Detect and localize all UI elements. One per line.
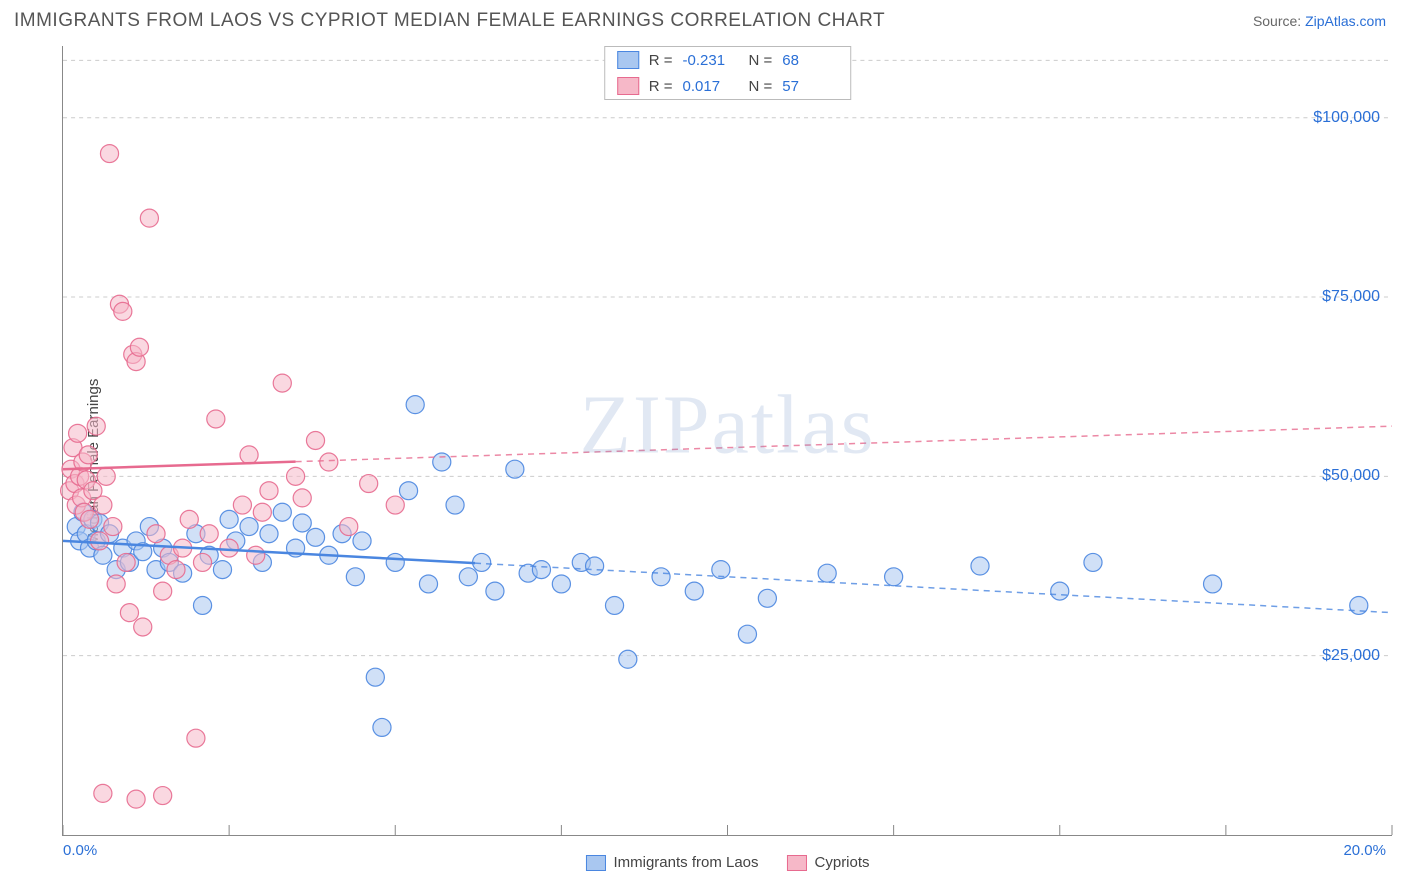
plot-svg	[63, 46, 1392, 835]
x-tick-label: 0.0%	[63, 842, 97, 859]
n-label: N =	[749, 52, 773, 69]
r-value: 0.017	[683, 78, 739, 95]
series-legend: Immigrants from Laos Cypriots	[585, 854, 869, 871]
series-label: Cypriots	[815, 854, 870, 871]
series-label: Immigrants from Laos	[613, 854, 758, 871]
y-tick-label: $75,000	[1322, 288, 1380, 306]
n-label: N =	[749, 78, 773, 95]
y-tick-label: $25,000	[1322, 647, 1380, 665]
source-prefix: Source:	[1253, 13, 1305, 29]
n-value: 68	[782, 52, 838, 69]
legend-swatch-laos	[585, 855, 605, 871]
r-value: -0.231	[683, 52, 739, 69]
source-link[interactable]: ZipAtlas.com	[1305, 13, 1386, 29]
chart-area: Median Female Earnings ZIPatlas R =-0.23…	[14, 46, 1392, 878]
legend-swatch-cypriots	[617, 77, 639, 95]
y-tick-label: $100,000	[1313, 109, 1380, 127]
r-label: R =	[649, 52, 673, 69]
legend-swatch-laos	[617, 51, 639, 69]
corr-legend-row-laos: R = -0.231 N = 68	[605, 47, 851, 73]
source-label: Source: ZipAtlas.com	[1253, 13, 1386, 29]
n-value: 57	[782, 78, 838, 95]
y-tick-label: $50,000	[1322, 467, 1380, 485]
chart-title: IMMIGRANTS FROM LAOS VS CYPRIOT MEDIAN F…	[14, 10, 885, 32]
series-legend-item-laos: Immigrants from Laos	[585, 854, 758, 871]
legend-swatch-cypriots	[787, 855, 807, 871]
x-tick-label: 20.0%	[1343, 842, 1386, 859]
plot-region: ZIPatlas R =-0.231N =68R =0.017N =57 $25…	[62, 46, 1392, 836]
corr-legend-row-cypriots: R = 0.017 N = 57	[605, 73, 851, 99]
correlation-legend: R = -0.231 N = 68 R = 0.017 N = 57	[604, 46, 852, 100]
series-legend-item-cypriots: Cypriots	[787, 854, 870, 871]
r-label: R =	[649, 78, 673, 95]
